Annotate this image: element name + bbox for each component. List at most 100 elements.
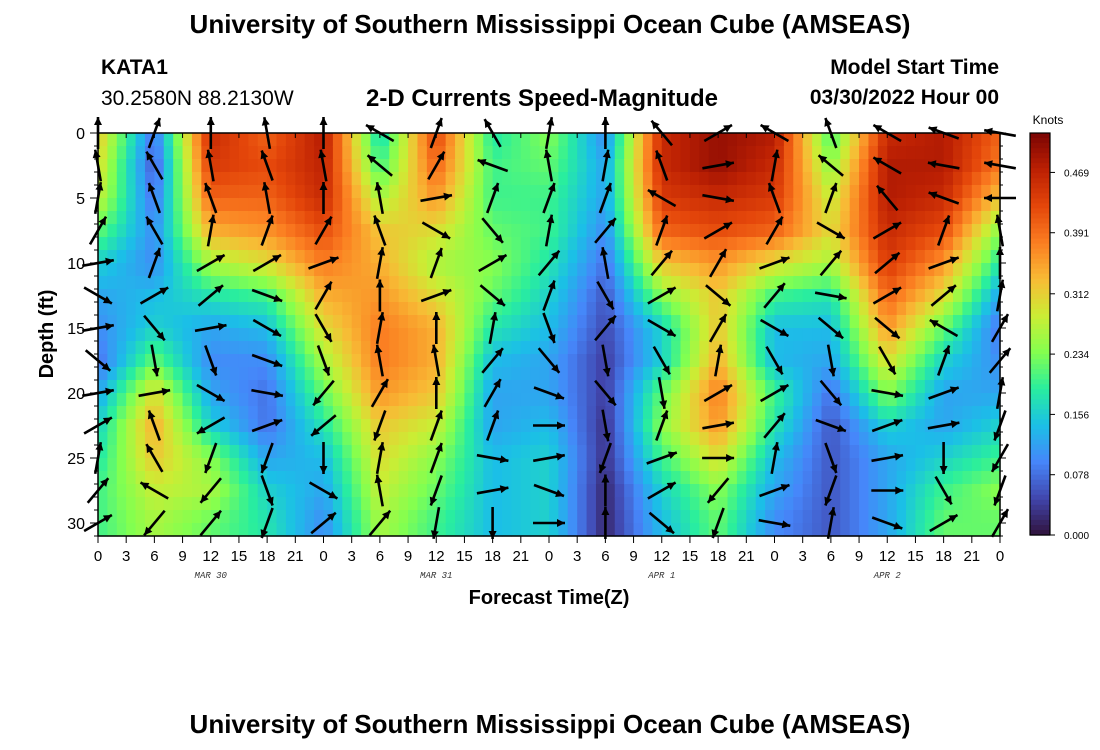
heat-cell — [981, 250, 992, 264]
heat-cell — [163, 458, 174, 472]
heat-cell — [154, 341, 165, 355]
heat-cell — [586, 380, 597, 394]
heat-cell — [530, 497, 541, 511]
heat-cell — [624, 159, 635, 173]
heat-cell — [530, 302, 541, 316]
heat-cell — [990, 393, 1001, 407]
heat-cell — [135, 445, 146, 459]
heat-cell — [924, 419, 935, 433]
heat-cell — [163, 380, 174, 394]
heat-cell — [793, 250, 804, 264]
heat-cell — [887, 367, 898, 381]
heat-cell — [210, 471, 221, 485]
heat-cell — [483, 198, 494, 212]
heat-cell — [379, 224, 390, 238]
heat-cell — [981, 354, 992, 368]
heat-cell — [238, 380, 249, 394]
heat-cell — [830, 224, 841, 238]
heat-cell — [906, 367, 917, 381]
heat-cell — [783, 276, 794, 290]
heat-cell — [267, 406, 278, 420]
heat-cell — [248, 328, 259, 342]
heat-cell — [539, 185, 550, 199]
heat-cell — [370, 159, 381, 173]
heat-cell — [934, 510, 945, 524]
current-arrow — [648, 511, 675, 535]
heat-cell — [126, 523, 137, 537]
heat-cell — [248, 315, 259, 329]
heat-cell — [455, 497, 466, 511]
heat-cell — [680, 185, 691, 199]
heat-cell — [962, 406, 973, 420]
heat-cell — [624, 458, 635, 472]
heat-cell — [332, 406, 343, 420]
heat-cell — [802, 263, 813, 277]
heat-cell — [417, 315, 428, 329]
heat-cell — [539, 380, 550, 394]
heat-cell — [924, 458, 935, 472]
heat-cell — [426, 471, 437, 485]
heat-cell — [351, 198, 362, 212]
heat-cell — [267, 471, 278, 485]
current-arrow — [251, 418, 283, 433]
heat-cell — [361, 224, 372, 238]
heat-cell — [652, 523, 663, 537]
colorbar-segment — [1030, 198, 1050, 204]
heat-cell — [135, 458, 146, 472]
heat-cell — [699, 250, 710, 264]
heat-cell — [248, 432, 259, 446]
current-arrow — [314, 280, 333, 311]
heat-cell — [173, 133, 184, 147]
heat-cell — [154, 276, 165, 290]
heat-cell — [361, 172, 372, 186]
heat-cell — [267, 250, 278, 264]
heat-cell — [267, 484, 278, 498]
heat-cell — [483, 341, 494, 355]
heat-cell — [962, 354, 973, 368]
heat-cell — [408, 393, 419, 407]
heat-cell — [981, 380, 992, 394]
heat-cell — [614, 133, 625, 147]
heat-cell — [361, 211, 372, 225]
heat-cell — [793, 497, 804, 511]
heat-cell — [182, 315, 193, 329]
current-arrow — [814, 291, 847, 301]
heat-cell — [304, 263, 315, 277]
heat-cell — [107, 497, 118, 511]
current-arrow — [928, 386, 960, 400]
heat-cell — [849, 172, 860, 186]
heat-cell — [765, 263, 776, 277]
heat-cell — [689, 445, 700, 459]
current-arrow — [375, 279, 384, 312]
heat-cell — [736, 224, 747, 238]
heat-cell — [708, 133, 719, 147]
heat-cell — [351, 484, 362, 498]
heat-cell — [520, 172, 531, 186]
heat-cell — [276, 367, 287, 381]
heat-cell — [981, 315, 992, 329]
heat-cell — [755, 237, 766, 251]
heat-cell — [116, 224, 127, 238]
heat-cell — [126, 510, 137, 524]
heat-cell — [924, 159, 935, 173]
current-arrow — [647, 188, 677, 208]
heat-cell — [849, 224, 860, 238]
heat-cell — [746, 159, 757, 173]
heat-cell — [793, 159, 804, 173]
heat-cell — [408, 458, 419, 472]
heat-cell — [445, 380, 456, 394]
heat-cell — [342, 510, 353, 524]
heat-cell — [981, 328, 992, 342]
heat-cell — [182, 146, 193, 160]
heat-cell — [163, 315, 174, 329]
heat-cell — [201, 263, 212, 277]
heat-cell — [220, 159, 231, 173]
heat-cell — [859, 224, 870, 238]
heat-cell — [295, 406, 306, 420]
heat-cell — [567, 289, 578, 303]
heat-cell — [624, 354, 635, 368]
colorbar-segment — [1030, 484, 1050, 491]
heat-cell — [577, 380, 588, 394]
heat-cell — [229, 510, 240, 524]
heat-cell — [98, 471, 108, 485]
